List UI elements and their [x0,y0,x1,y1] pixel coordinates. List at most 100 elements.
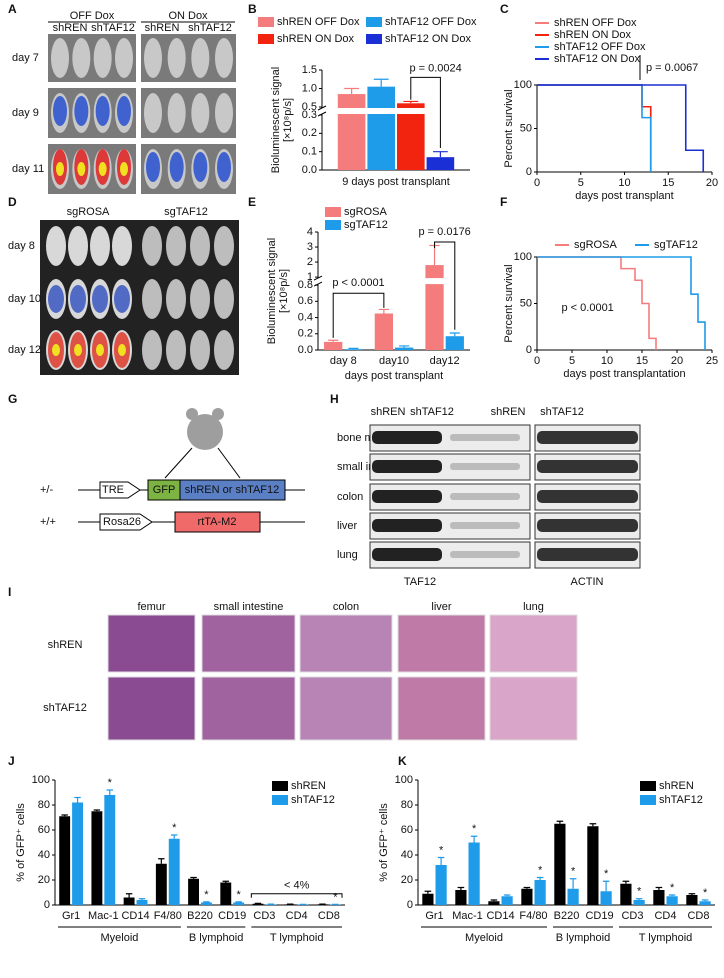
row-label: colon [337,491,363,503]
panel-label: K [398,754,407,768]
bar [620,883,632,905]
group-label: Myeloid [465,932,503,944]
column-label: shREN [145,22,180,34]
histology-image [201,614,296,673]
error-bar [403,100,419,104]
column-label: shTAF12 [91,22,135,34]
mouse [142,279,162,319]
annotation: p = 0.0024 [409,62,461,74]
error-bar [344,87,359,95]
mouse [215,93,233,133]
group-label: T lymphoid [270,932,324,944]
x-tick-label: 5 [569,355,575,367]
cassette [174,511,261,533]
column-label: liver [431,601,452,613]
error-bar [203,901,210,903]
column-label: shREN [491,406,526,418]
panel-label: G [8,392,17,406]
line [317,105,327,111]
error-bar [138,898,146,900]
bracket [332,292,385,338]
x-axis-label: days post transplantation [563,368,685,380]
x-axis-label: days post transplant [345,370,443,382]
bar [155,863,167,905]
mouse [190,279,210,319]
column-label: sgROSA [67,206,110,218]
y-axis-label: Bioluminescent signal [270,67,282,173]
error-bar [655,886,663,890]
band [450,551,520,558]
band [537,460,638,473]
y-tick-label: 1 [307,271,313,283]
mouse-ear [186,408,198,420]
error-bar [701,899,709,902]
bar [395,347,414,350]
legend-label: sgTAF12 [654,239,698,251]
x-tick-label: 10 [618,177,630,189]
y-tick-label: 0.5 [302,101,317,113]
column-label: shTAF12 [188,22,232,34]
axis-break [312,278,470,285]
x-tick-label: 5 [578,177,584,189]
significance-mark: * [108,777,113,789]
bar [554,823,566,905]
error-bar [569,878,577,889]
panel-label: H [330,392,339,406]
survival-curve [537,256,706,350]
legend-label: sgROSA [574,239,617,251]
blot-label: ACTIN [571,576,604,588]
row-label: liver [337,520,358,532]
x-axis-label: 9 days post transplant [342,176,450,188]
error-bar [61,814,68,817]
bar [445,336,464,350]
bar [397,103,425,170]
bar [91,811,103,905]
y-axis-label: Percent survival [503,89,515,167]
mouse [214,279,234,319]
y-tick-label: 20 [401,874,413,886]
significance-mark: * [237,889,242,901]
x-tick-label: day 8 [330,355,357,367]
signal [77,162,86,176]
mouse [191,38,210,78]
x-tick-label: 20 [706,177,718,189]
mouse [46,226,66,266]
group-label: B lymphoid [556,932,610,944]
significance-mark: * [472,823,477,835]
row-label: day 10 [8,293,41,305]
bar [324,341,343,350]
panel-label: B [248,2,257,16]
panel-label: D [8,195,17,209]
y-tick-label: 0.0 [298,344,313,356]
row-label: lung [337,549,358,561]
legend-label: shREN OFF Dox [277,16,360,28]
signal [169,152,184,182]
error-bar [399,345,410,348]
error-bar [424,890,432,894]
y-axis-label: [×10⁸p/s] [282,98,294,142]
signal [92,285,108,313]
y-tick-label: 60 [38,824,50,836]
bar [501,896,513,905]
significance-mark: * [637,886,642,898]
panel-label: J [8,754,15,768]
panel-label: I [8,585,11,599]
error-bar [503,894,511,897]
legend-label: shTAF12 ON Dox [385,33,471,45]
signal [146,152,160,182]
error-bar [437,856,445,865]
row-label: shREN [48,639,83,651]
bar [104,795,116,905]
promoter: TRE [102,484,124,496]
cassette [179,479,286,501]
mouse [112,226,132,266]
mouse [72,38,91,78]
mouse [167,38,186,78]
error-bar [378,308,389,314]
significance-mark: * [571,866,576,878]
survival-curve [537,84,705,172]
genotype: +/- [40,484,53,496]
signal [114,285,130,313]
signal [52,344,60,356]
significance-mark: * [703,887,708,899]
